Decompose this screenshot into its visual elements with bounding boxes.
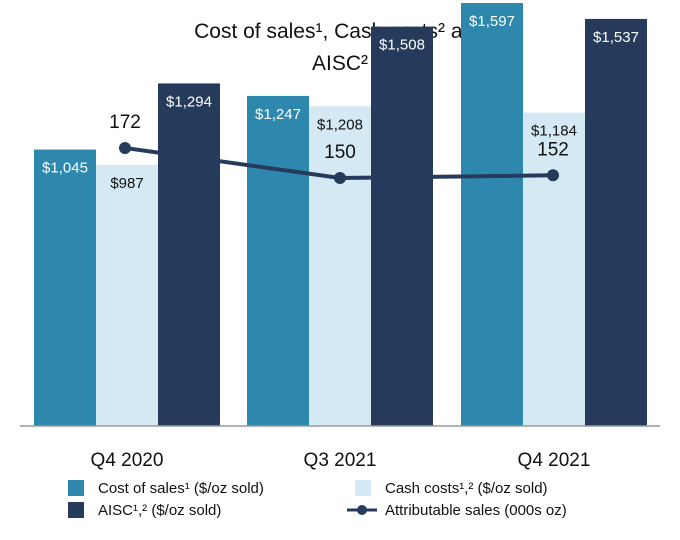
legend-marker-icon <box>357 505 367 515</box>
category-label: Q4 2020 <box>91 450 164 471</box>
legend-label: Cost of sales¹ ($/oz sold) <box>98 480 264 497</box>
bar-2-q4-2020 <box>96 164 158 426</box>
category-label: Q4 2021 <box>518 450 591 471</box>
bar-value-label: $1,597 <box>469 13 515 30</box>
bar-value-label: $1,508 <box>379 37 425 54</box>
chart-title-line-1: Cost of sales¹, Cash costs² and <box>194 20 486 43</box>
legend-label: Cash costs¹,² ($/oz sold) <box>385 480 548 497</box>
sales-line-point <box>119 142 131 154</box>
bar-value-label: $1,247 <box>255 106 301 123</box>
bar-value-label: $1,537 <box>593 29 639 46</box>
bar-2-q3-2021 <box>309 106 371 426</box>
bar-value-label: $1,045 <box>42 160 88 177</box>
legend-swatch <box>68 502 84 518</box>
sales-line-point <box>334 172 346 184</box>
chart-title-line-2: AISC² <box>312 52 368 75</box>
category-label: Q3 2021 <box>304 450 377 471</box>
bar-value-label: $1,184 <box>531 123 577 140</box>
bar-value-label: $1,208 <box>317 116 363 133</box>
bar-3-q4-2020 <box>158 83 220 427</box>
bar-value-label: $987 <box>110 175 143 192</box>
legend: Cost of sales¹ ($/oz sold) Cash costs¹,² … <box>68 480 567 519</box>
sales-line-label: 172 <box>109 112 141 133</box>
legend-swatch <box>355 480 371 496</box>
legend-swatch <box>68 480 84 496</box>
category-labels: Q4 2020 Q3 2021 Q4 2021 <box>91 450 591 471</box>
bar-1-q3-2021 <box>247 95 309 426</box>
bar-1-q4-2020 <box>34 149 96 427</box>
bars-group: $1,045 $1,247 $1,597 $987 $1,208 $1,184 $1,294… <box>34 2 647 427</box>
bar-2-q4-2021 <box>523 112 585 426</box>
bar-1-q4-2021 <box>461 2 523 427</box>
bar-value-label: $1,294 <box>166 93 212 110</box>
bar-3-q4-2021 <box>585 18 647 426</box>
bar-3-q3-2021 <box>371 26 433 426</box>
sales-line-point <box>547 169 559 182</box>
legend-label: AISC¹,² ($/oz sold) <box>98 502 221 519</box>
legend-label: Attributable sales (000s oz) <box>385 502 567 519</box>
sales-line-group: 172 150 152 <box>109 112 569 184</box>
sales-line-label: 150 <box>324 142 356 163</box>
sales-line-label: 152 <box>537 139 569 160</box>
